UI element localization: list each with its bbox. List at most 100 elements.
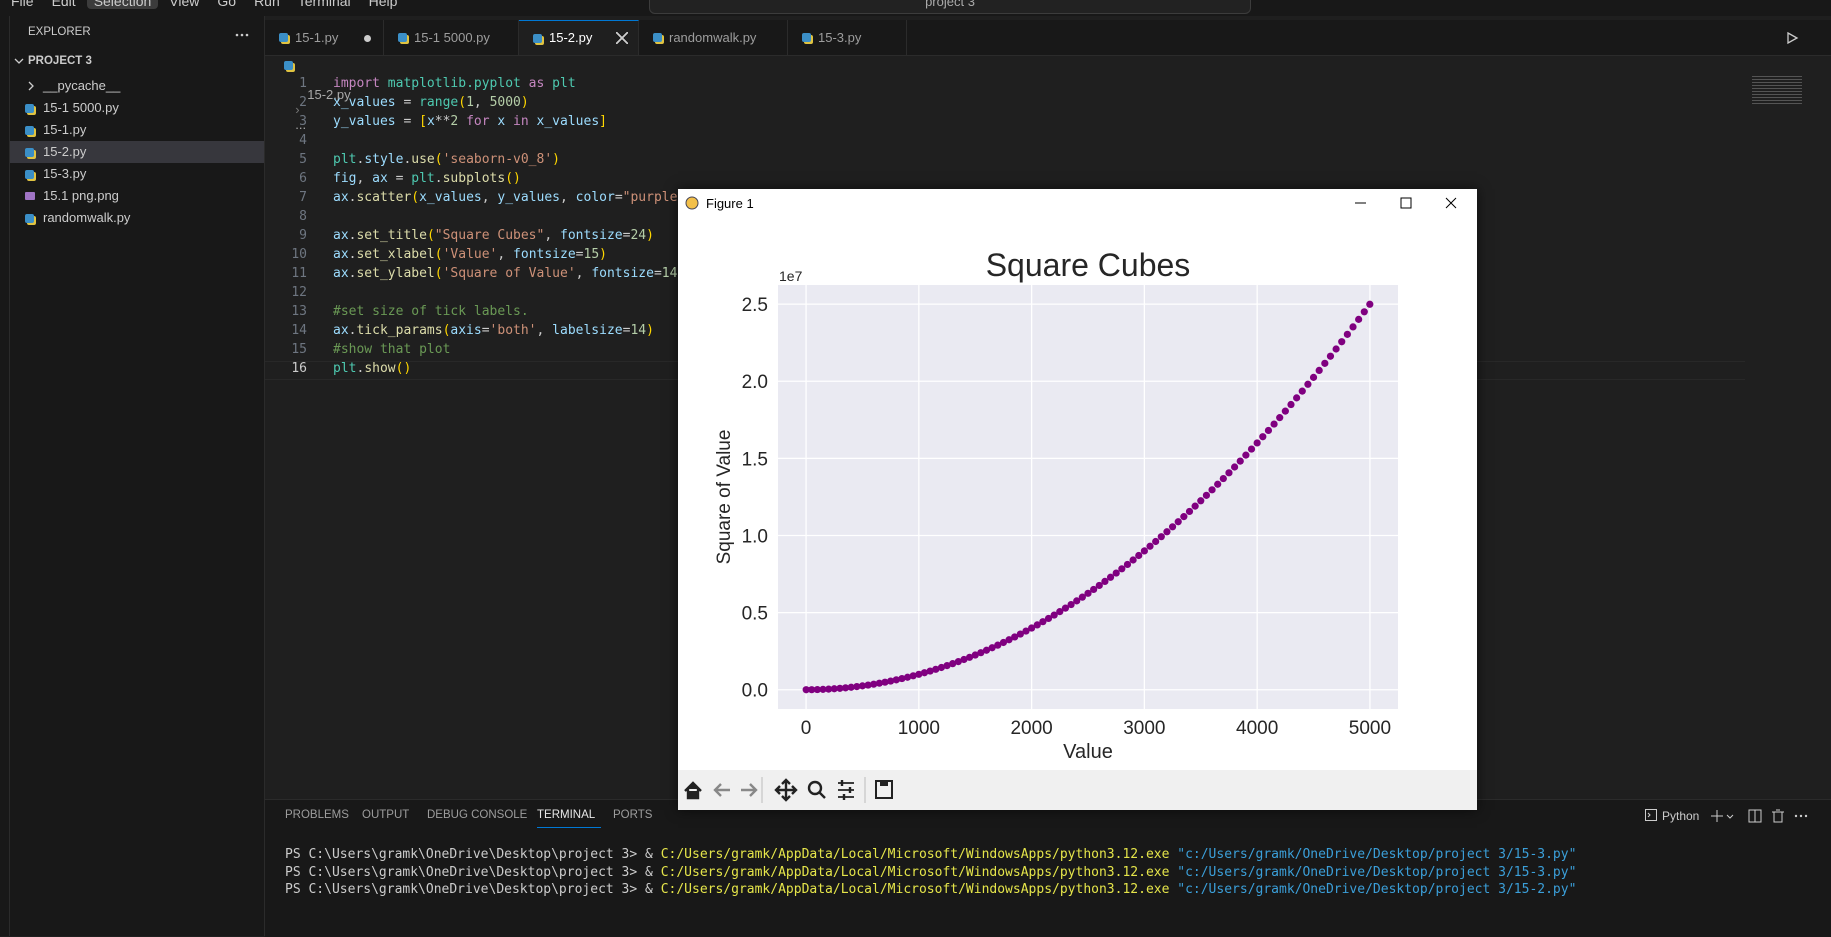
- code-token: ,: [575, 266, 592, 281]
- menu-item[interactable]: Help: [368, 0, 398, 9]
- toolbar-icons[interactable]: [684, 778, 893, 802]
- more-actions[interactable]: [235, 33, 249, 37]
- file-name: 15-1 5000.py: [43, 100, 119, 115]
- file-name: 15-1.py: [43, 122, 87, 137]
- breadcrumb-symbol[interactable]: ...: [295, 117, 307, 132]
- file-icon: [279, 33, 288, 42]
- y-tick-label: 0.5: [742, 604, 768, 625]
- code-token: "Square Cubes": [434, 228, 545, 243]
- terminal[interactable]: PS C:\Users\gramk\OneDrive\Desktop\proje…: [285, 846, 1576, 899]
- code-token: =: [653, 266, 662, 281]
- line-number: 5: [299, 152, 307, 167]
- panel-tab[interactable]: OUTPUT: [362, 809, 410, 821]
- editor-tab[interactable]: 15-2.py: [519, 20, 639, 55]
- scatter-point: [1219, 474, 1227, 483]
- code-token: import: [333, 76, 380, 91]
- file-icon: [25, 126, 34, 135]
- run-button[interactable]: [1785, 31, 1799, 45]
- scatter-point: [1061, 604, 1070, 612]
- editor-tab[interactable]: 15-1.py: [265, 20, 384, 55]
- close-tab[interactable]: [616, 32, 628, 44]
- editor-tab[interactable]: randomwalk.py: [639, 20, 788, 55]
- scatter-point: [1242, 451, 1250, 459]
- code-token: scatter: [356, 190, 412, 205]
- menu-item[interactable]: File: [11, 0, 34, 9]
- tab-bar: 15-1.py 15-1 5000.py 15-2.py randomwalk.py 1…: [265, 20, 1831, 56]
- file-item[interactable]: 15.1 png.png: [10, 185, 264, 207]
- scatter-point: [903, 673, 912, 681]
- code-token: .: [348, 228, 357, 243]
- file-item[interactable]: 15-1 5000.py: [10, 97, 264, 119]
- menu-item[interactable]: Run: [254, 0, 280, 9]
- code-token: (: [434, 266, 443, 281]
- scatter-point: [1247, 445, 1256, 453]
- code-token: 'seaborn-v0_8': [442, 152, 553, 167]
- y-tick-label: 2.0: [742, 372, 768, 393]
- menu-item[interactable]: Terminal: [297, 0, 351, 9]
- window-title: Figure 1: [706, 196, 754, 211]
- close[interactable]: [1445, 197, 1457, 209]
- scatter-point: [1056, 608, 1064, 616]
- panel-tab[interactable]: TERMINAL: [537, 809, 596, 821]
- editor-tab[interactable]: 15-3.py: [788, 20, 907, 55]
- code-token: ax: [333, 247, 349, 262]
- scatter-point: [1343, 330, 1351, 338]
- scatter-point: [1349, 323, 1357, 331]
- scatter-point: [1287, 400, 1295, 409]
- panel-tab[interactable]: PROBLEMS: [285, 809, 349, 821]
- code-token: =: [481, 323, 490, 338]
- scatter-point: [1259, 433, 1267, 441]
- file-item[interactable]: 15-2.py: [10, 141, 264, 163]
- editor-tab[interactable]: 15-1 5000.py: [384, 20, 519, 55]
- line-number: 6: [299, 171, 307, 186]
- code-token: set_ylabel: [356, 266, 435, 281]
- y-tick-label: 1.5: [742, 449, 768, 470]
- maximize[interactable]: [1400, 197, 1412, 209]
- code-token: 5000: [489, 95, 521, 110]
- line-number: 15: [291, 342, 307, 357]
- panel-tab[interactable]: PORTS: [613, 809, 653, 821]
- code-token: fontsize: [560, 228, 623, 243]
- menu-item[interactable]: Edit: [51, 0, 76, 9]
- scatter-point: [1011, 633, 1019, 641]
- line-number: 1: [299, 76, 307, 91]
- x-tick-label: 1000: [898, 718, 940, 739]
- code-token: 14: [630, 323, 647, 338]
- panel-tab[interactable]: DEBUG CONSOLE: [427, 809, 528, 821]
- menu-item[interactable]: Go: [217, 0, 237, 9]
- scatter-point: [1231, 463, 1239, 471]
- menu-item[interactable]: Selection: [86, 0, 159, 9]
- file-icon: [25, 192, 35, 200]
- scatter-point: [1129, 556, 1137, 564]
- file-item[interactable]: __pycache__: [10, 75, 264, 97]
- terminal-line: PS C:\Users\gramk\OneDrive\Desktop\proje…: [285, 846, 1576, 864]
- file-icon: [25, 104, 34, 113]
- scatter-point: [926, 667, 934, 675]
- scatter-point: [1321, 359, 1329, 367]
- code-token: #show that plot: [333, 342, 451, 357]
- scatter-point: [1276, 414, 1284, 422]
- code-token: ax: [372, 171, 388, 186]
- code-token: use: [411, 152, 435, 167]
- toolbar: [678, 770, 1477, 810]
- code-token: fontsize: [513, 247, 576, 262]
- code-token: in: [505, 114, 537, 129]
- file-item[interactable]: 15-3.py: [10, 163, 264, 185]
- code-line: plt.style.use('seaborn-v0_8'): [333, 152, 560, 167]
- breadcrumb-file[interactable]: 15-2.py: [307, 87, 351, 102]
- y-tick-label: 1.0: [742, 526, 768, 547]
- terminal-shell[interactable]: Python: [1662, 809, 1700, 823]
- file-item[interactable]: randomwalk.py: [10, 207, 264, 229]
- scatter-point: [932, 665, 940, 673]
- scatter-point: [1174, 518, 1182, 526]
- panel-actions[interactable]: [1710, 808, 1830, 824]
- menu-item[interactable]: View: [169, 0, 200, 9]
- folder-name[interactable]: PROJECT 3: [28, 55, 92, 67]
- file-item[interactable]: 15-1.py: [10, 119, 264, 141]
- scatter-point: [1202, 491, 1211, 499]
- command-center[interactable]: project 3: [649, 0, 1251, 14]
- code-token: color: [575, 190, 615, 205]
- explorer: EXPLORER PROJECT 3 __pycache__ 15-1 5000.…: [10, 16, 265, 936]
- line-number: 13: [291, 304, 307, 319]
- code-token: tick_params: [356, 323, 443, 338]
